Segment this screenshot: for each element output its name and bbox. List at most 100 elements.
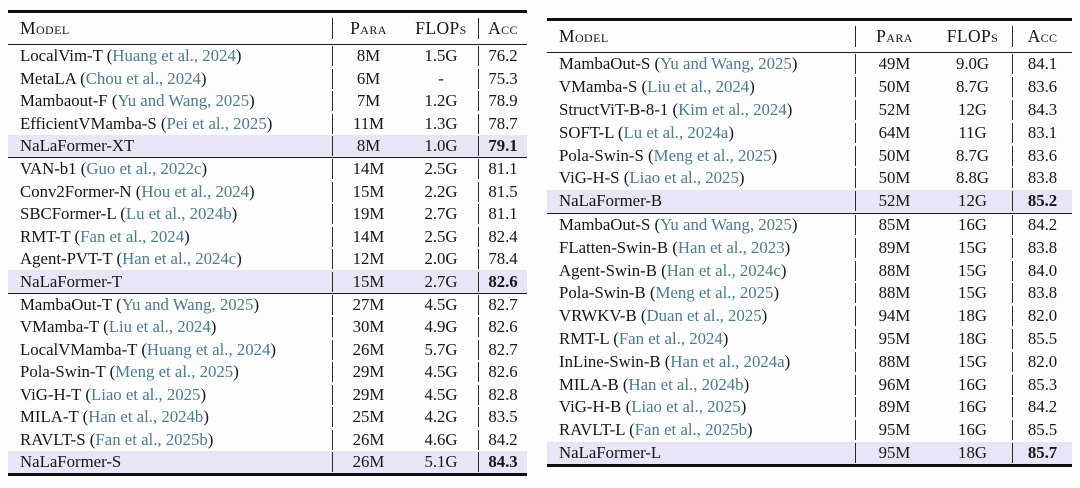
citation-close-paren: ) xyxy=(236,249,242,269)
citation-link[interactable]: Fan et al., 2024 xyxy=(80,226,185,246)
citation-link[interactable]: Liao et al., 2025 xyxy=(631,397,741,417)
acc-cell: 82.0 xyxy=(1012,306,1072,327)
para-cell: 52M xyxy=(855,191,933,212)
table-row: SOFT-L (Lu et al., 2024a) 64M 11G 83.1 xyxy=(547,121,1072,144)
flops-cell: 1.3G xyxy=(424,113,458,133)
citation-close-paren: ) xyxy=(722,328,729,348)
model-name: NaLaFormer-B xyxy=(559,191,663,211)
citation-link[interactable]: Yu and Wang, 2025 xyxy=(117,91,250,111)
citation-close-paren: ) xyxy=(784,351,791,371)
model-name: RMT-T xyxy=(20,226,71,246)
flops-cell: 2.7G xyxy=(424,271,458,291)
model-name: Pola-Swin-B xyxy=(559,283,646,303)
table-row: NaLaFormer-T 15M 2.7G 82.6 xyxy=(8,270,527,293)
section-divider xyxy=(547,212,1072,214)
citation-link[interactable]: Lu et al., 2024a xyxy=(623,122,729,142)
flops-cell: 18G xyxy=(958,328,987,348)
para-cell: 50M xyxy=(855,77,933,98)
citation-open-paren: ( xyxy=(618,374,629,394)
citation-link[interactable]: Han et al., 2024b xyxy=(88,407,204,427)
citation-link[interactable]: Meng et al., 2025 xyxy=(115,362,234,382)
para-cell: 19M xyxy=(332,204,404,225)
para-cell: 29M xyxy=(332,362,404,383)
flops-cell: 16G xyxy=(958,420,987,440)
citation-link[interactable]: Huang et al., 2024 xyxy=(112,46,236,66)
citation-link[interactable]: Liu et al., 2024 xyxy=(647,77,750,97)
table-row: Conv2Former-N (Hou et al., 2024) 15M 2.2G 8… xyxy=(8,181,527,203)
citation-open-paren: ( xyxy=(102,46,113,66)
acc-cell: 82.6 xyxy=(478,362,527,383)
citation-link[interactable]: Han et al., 2024c xyxy=(666,260,781,280)
flops-cell: 1.2G xyxy=(424,91,458,111)
citation-link[interactable]: Yu and Wang, 2025 xyxy=(121,295,254,315)
citation-link[interactable]: Guo et al., 2022c xyxy=(86,159,202,179)
acc-cell: 85.3 xyxy=(1012,374,1072,395)
citation-link[interactable]: Fan et al., 2025b xyxy=(634,420,748,440)
citation-link[interactable]: Han et al., 2024a xyxy=(670,351,785,371)
model-cell: LocalVim-T (Huang et al., 2024) xyxy=(8,46,332,66)
citation-link[interactable]: Kim et al., 2024 xyxy=(678,99,787,119)
citation-link[interactable]: Pei et al., 2025 xyxy=(166,113,267,133)
model-name: VMamba-S xyxy=(559,77,638,97)
citation-link[interactable]: Fan et al., 2024 xyxy=(618,328,723,348)
citation-link[interactable]: Liu et al., 2024 xyxy=(108,317,211,337)
para-cell: 95M xyxy=(855,442,933,463)
citation-close-paren: ) xyxy=(749,77,755,97)
table-row: MambaOut-S (Yu and Wang, 2025) 85M 16G 84.2 xyxy=(547,214,1072,237)
citation-link[interactable]: Liao et al., 2025 xyxy=(629,168,739,188)
para-cell: 7M xyxy=(332,91,404,112)
model-cell: NaLaFormer-B xyxy=(547,191,855,211)
model-cell: ViG-H-B (Liao et al., 2025) xyxy=(547,397,855,417)
model-cell: FLatten-Swin-B (Han et al., 2023) xyxy=(547,238,855,258)
citation-link[interactable]: Han et al., 2024c xyxy=(122,249,237,269)
model-name: MILA-T xyxy=(20,407,79,427)
citation-link[interactable]: Hou et al., 2024 xyxy=(141,181,249,201)
acc-cell: 83.6 xyxy=(1012,145,1072,166)
citation-link[interactable]: Han et al., 2024b xyxy=(628,374,744,394)
table-row: Pola-Swin-S (Meng et al., 2025) 50M 8.7G 83… xyxy=(547,144,1072,167)
citation-open-paren: ( xyxy=(624,420,635,440)
citation-open-paren: ( xyxy=(70,226,81,246)
acc-cell: 85.5 xyxy=(1012,420,1072,441)
model-cell: VMamba-S (Liu et al., 2024) xyxy=(547,77,855,97)
para-cell: 89M xyxy=(855,397,933,418)
citation-close-paren: ) xyxy=(201,159,208,179)
para-cell: 15M xyxy=(332,271,404,292)
table-row: Agent-PVT-T (Han et al., 2024c) 12M 2.0G 78… xyxy=(8,248,527,270)
citation-open-paren: ( xyxy=(98,317,109,337)
model-cell: NaLaFormer-L xyxy=(547,443,855,463)
para-cell: 88M xyxy=(855,260,933,281)
citation-link[interactable]: Fan et al., 2025b xyxy=(95,429,208,449)
citation-close-paren: ) xyxy=(231,204,238,224)
column-header-acc: Acc xyxy=(478,18,527,39)
citation-link[interactable]: Huang et al., 2024 xyxy=(146,339,271,359)
citation-close-paren: ) xyxy=(184,226,190,246)
flops-cell: 4.5G xyxy=(424,384,458,404)
citation-link[interactable]: Duan et al., 2025 xyxy=(646,306,762,326)
para-cell: 26M xyxy=(332,429,404,450)
para-cell: 26M xyxy=(332,452,404,473)
model-name: VAN-b1 xyxy=(20,159,77,179)
model-cell: SOFT-L (Lu et al., 2024a) xyxy=(547,123,855,143)
table-row: NaLaFormer-S 26M 5.1G 84.3 xyxy=(8,450,527,474)
citation-link[interactable]: Lu et al., 2024b xyxy=(125,204,232,224)
table-row: RAVLT-L (Fan et al., 2025b) 95M 16G 85.5 xyxy=(547,419,1072,442)
acc-cell: 82.8 xyxy=(478,384,527,405)
citation-link[interactable]: Meng et al., 2025 xyxy=(655,283,774,303)
citation-link[interactable]: Meng et al., 2025 xyxy=(653,145,772,165)
para-cell: 52M xyxy=(855,99,933,120)
flops-cell: 1.0G xyxy=(424,135,458,155)
flops-cell: 5.7G xyxy=(424,339,458,359)
acc-cell: 78.7 xyxy=(478,113,527,134)
flops-cell: 2.0G xyxy=(424,249,458,269)
para-cell: 26M xyxy=(332,339,404,360)
citation-link[interactable]: Chou et al., 2024 xyxy=(85,68,201,88)
citation-link[interactable]: Liao et al., 2025 xyxy=(90,384,201,404)
table-row: Pola-Swin-B (Meng et al., 2025) 88M 15G 83.… xyxy=(547,282,1072,305)
model-name: InLine-Swin-B xyxy=(559,351,661,371)
citation-link[interactable]: Yu and Wang, 2025 xyxy=(660,214,792,234)
citation-link[interactable]: Han et al., 2023 xyxy=(677,237,785,257)
model-name: LocalVMamba-T xyxy=(20,339,138,359)
citation-link[interactable]: Yu and Wang, 2025 xyxy=(660,54,792,74)
table-row: MambaOut-S (Yu and Wang, 2025) 49M 9.0G 84.… xyxy=(547,53,1072,76)
